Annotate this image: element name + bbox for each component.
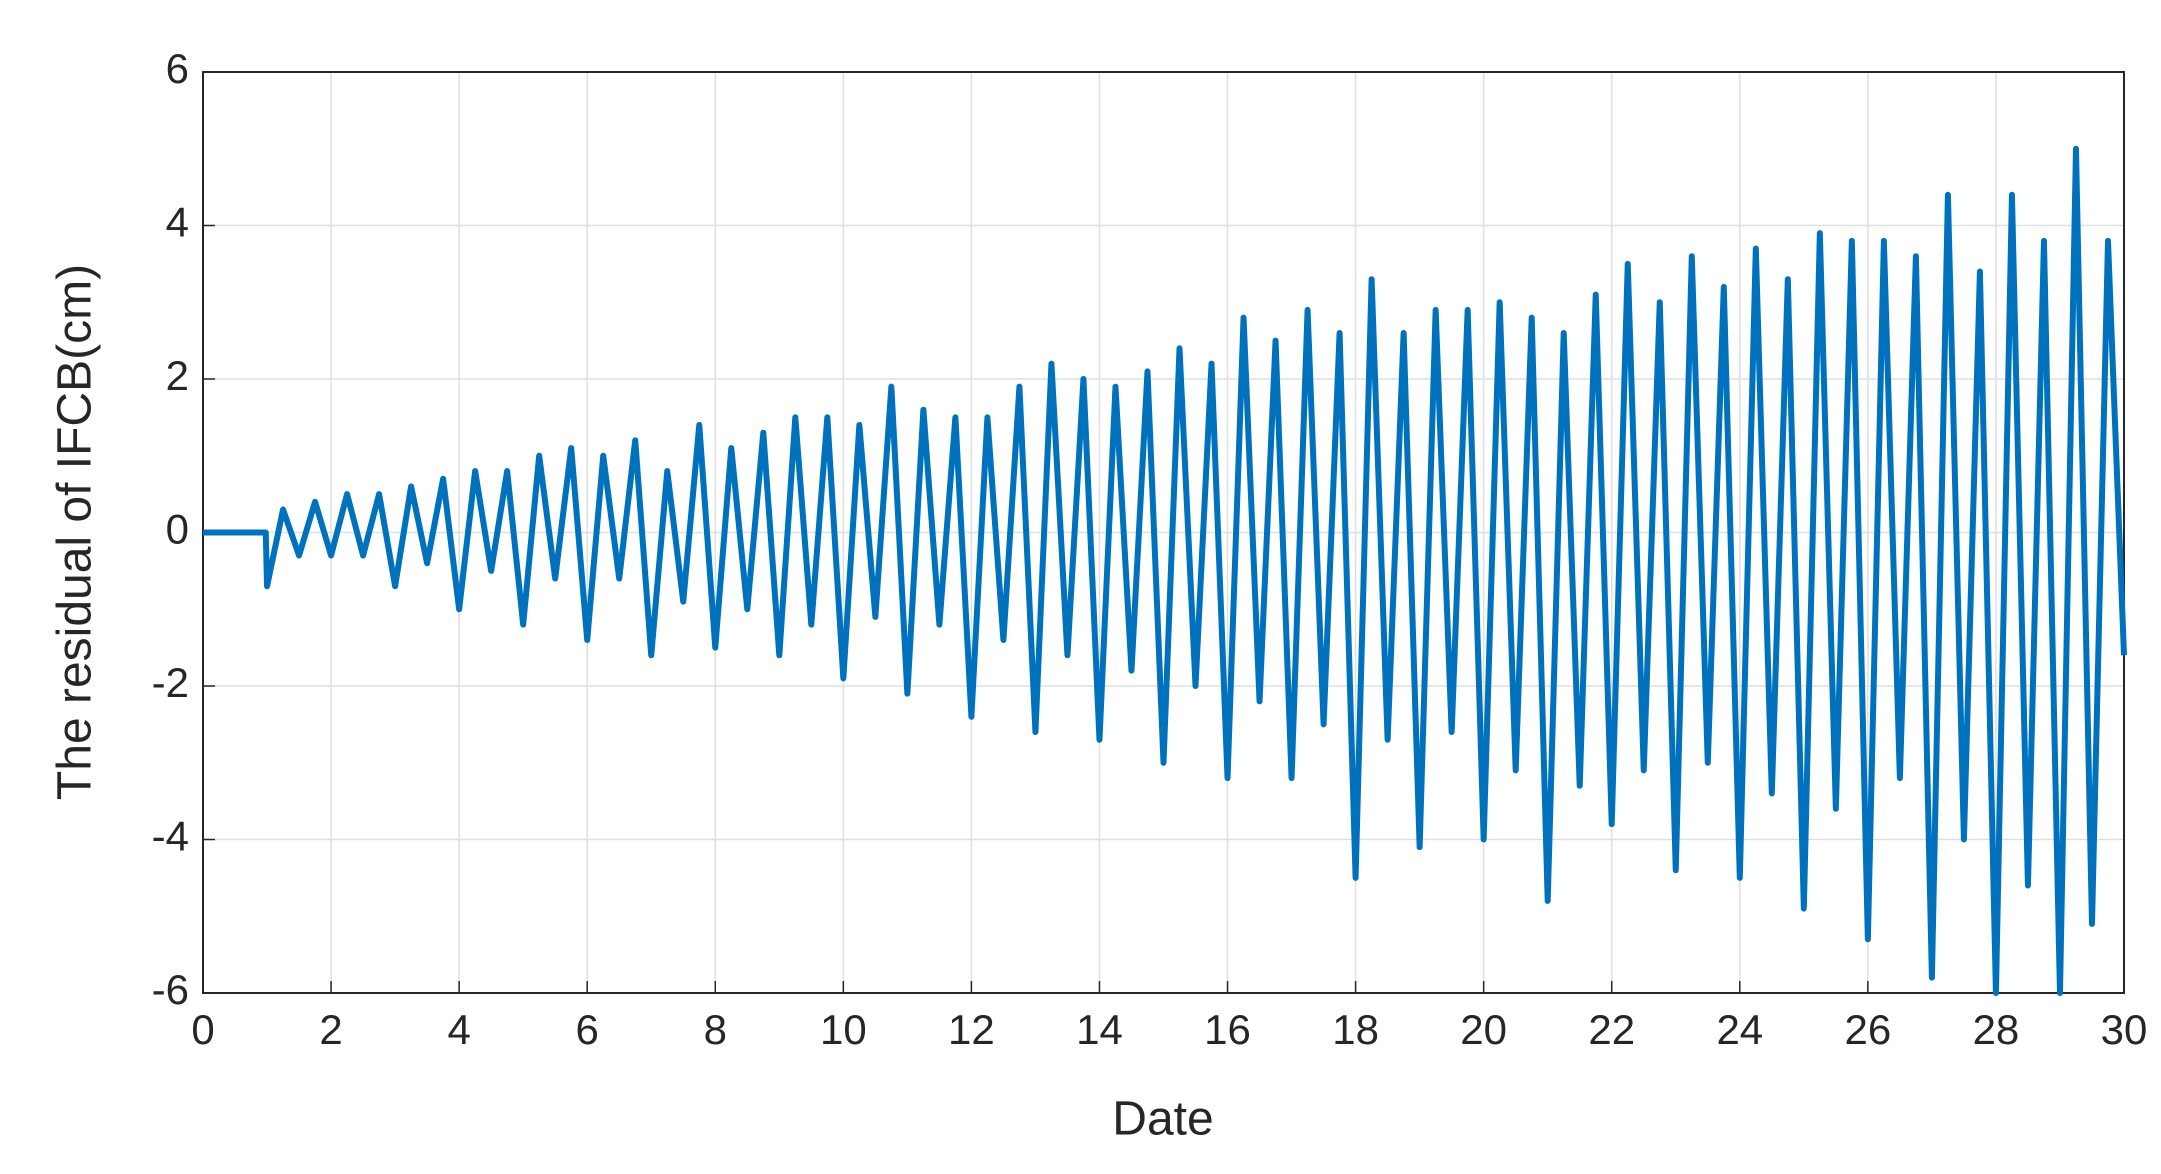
y-tick-label: 0 bbox=[166, 506, 189, 553]
x-tick-label: 18 bbox=[1332, 1006, 1379, 1053]
x-tick-label: 8 bbox=[704, 1006, 727, 1053]
x-tick-label: 4 bbox=[447, 1006, 470, 1053]
x-tick-label: 6 bbox=[576, 1006, 599, 1053]
x-tick-label: 10 bbox=[820, 1006, 867, 1053]
x-tick-label: 14 bbox=[1076, 1006, 1123, 1053]
y-axis-label: The residual of IFCB(cm) bbox=[49, 264, 102, 800]
x-tick-label: 2 bbox=[319, 1006, 342, 1053]
x-tick-label: 22 bbox=[1588, 1006, 1635, 1053]
x-tick-label: 30 bbox=[2101, 1006, 2148, 1053]
y-tick-label: -4 bbox=[152, 813, 189, 860]
y-tick-label: -6 bbox=[152, 966, 189, 1013]
x-tick-label: 20 bbox=[1460, 1006, 1507, 1053]
y-tick-label: 2 bbox=[166, 352, 189, 399]
x-tick-label: 24 bbox=[1716, 1006, 1763, 1053]
x-tick-label: 26 bbox=[1845, 1006, 1892, 1053]
data-line bbox=[203, 145, 2127, 996]
x-tick-label: 0 bbox=[191, 1006, 214, 1053]
x-axis-label: Date bbox=[1112, 1093, 1213, 1146]
y-tick-label: 4 bbox=[166, 199, 189, 246]
x-tick-label: 12 bbox=[948, 1006, 995, 1053]
y-tick-label: -2 bbox=[152, 659, 189, 706]
x-tick-label: 16 bbox=[1204, 1006, 1251, 1053]
x-tick-label: 28 bbox=[1973, 1006, 2020, 1053]
y-tick-label: 6 bbox=[166, 45, 189, 92]
